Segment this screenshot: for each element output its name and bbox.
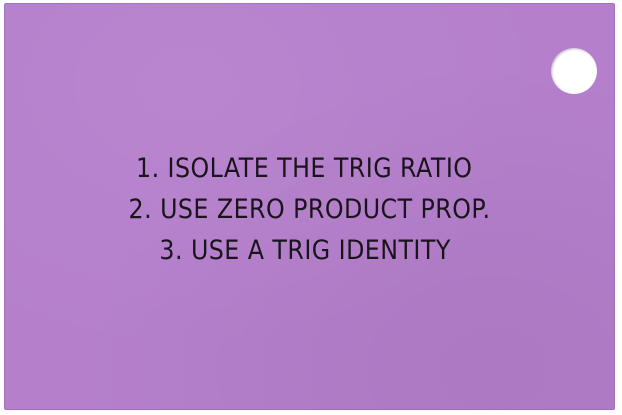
- handwritten-steps: 1. ISOLATE THE TRIG RATIO 2. USE ZERO PR…: [41, 148, 579, 271]
- punch-hole: [551, 48, 597, 94]
- index-card: 1. ISOLATE THE TRIG RATIO 2. USE ZERO PR…: [4, 3, 615, 410]
- step-1-text: 1. ISOLATE THE TRIG RATIO: [136, 153, 473, 184]
- step-2-text: 2. USE ZERO PRODUCT PROP.: [128, 194, 491, 225]
- step-3-text: 3. USE A TRIG IDENTITY: [159, 235, 451, 266]
